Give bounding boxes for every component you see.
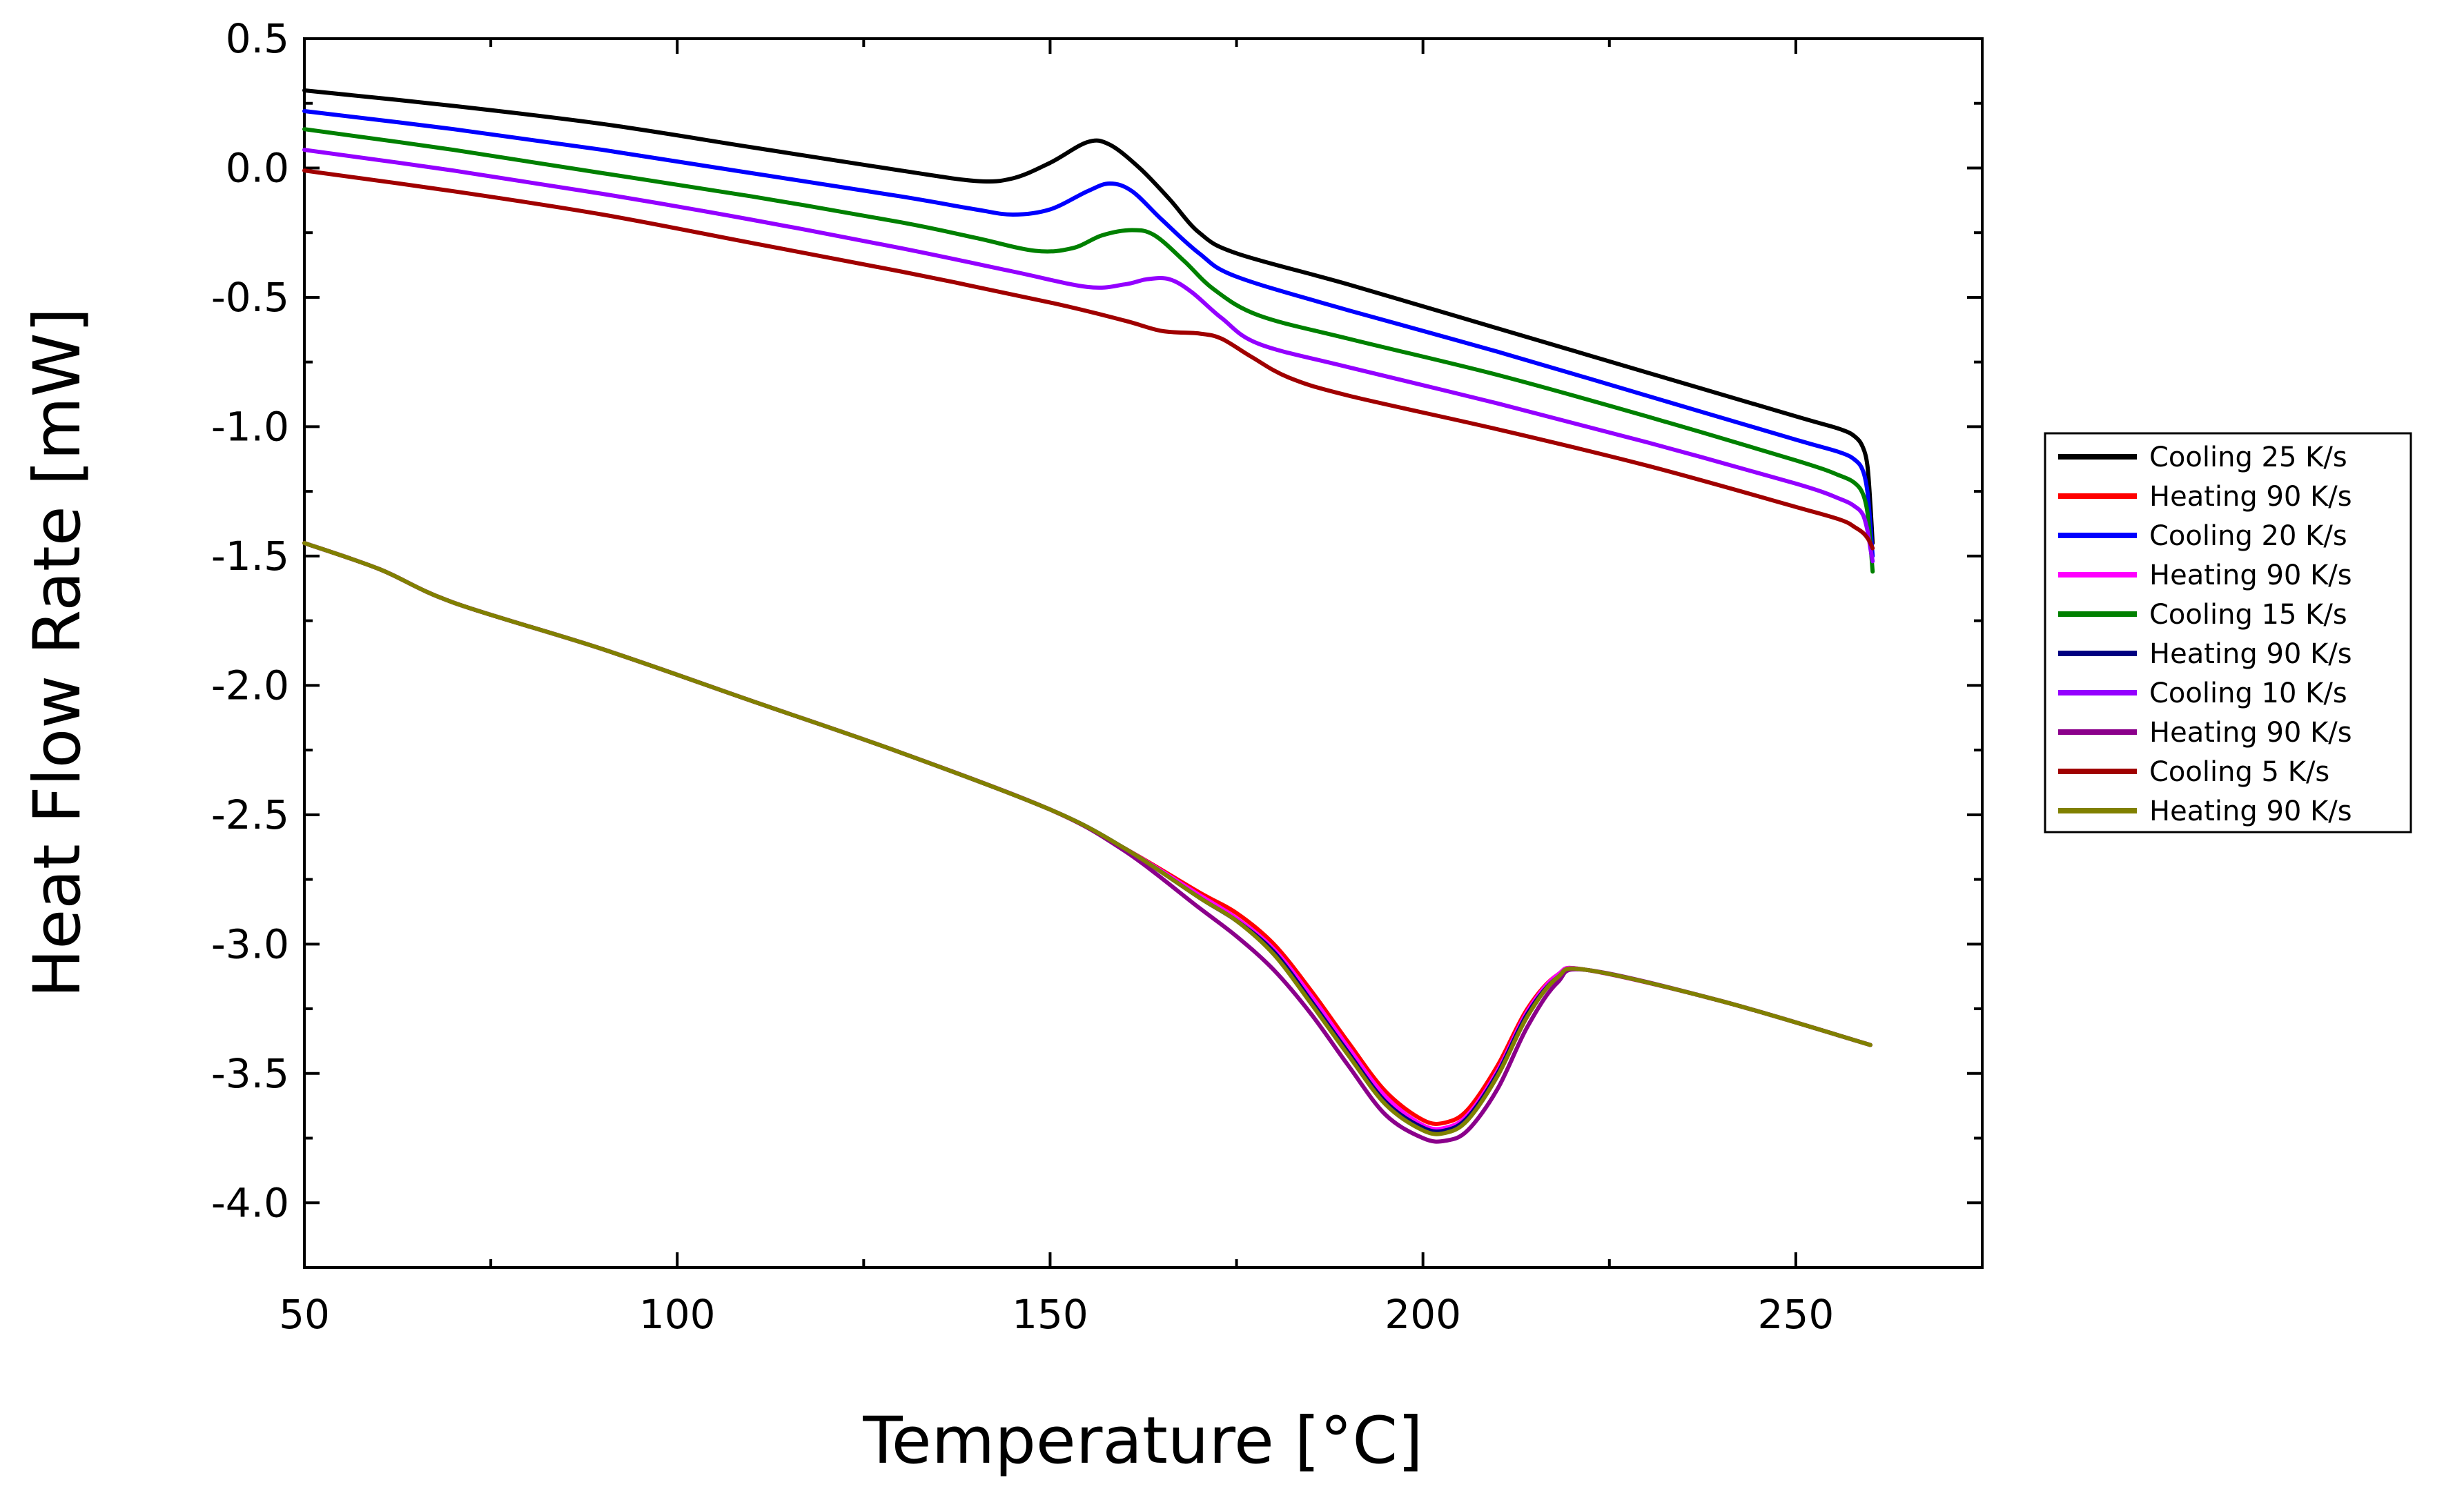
legend-label: Cooling 5 K/s — [2149, 756, 2329, 788]
y-tick-label: 0.5 — [226, 15, 289, 62]
legend-label: Heating 90 K/s — [2149, 638, 2352, 670]
series-line-5 — [302, 127, 1875, 574]
series-line-7 — [302, 148, 1875, 564]
y-tick-label: -4.0 — [211, 1179, 289, 1226]
legend-label: Cooling 20 K/s — [2149, 520, 2347, 552]
y-tick-label: -0.5 — [211, 274, 289, 321]
x-tick-label: 200 — [1385, 1291, 1461, 1338]
legend-items: Cooling 25 K/s Heating 90 K/s Cooling 20 K… — [2058, 442, 2352, 827]
x-axis-title: Temperature [°C] — [862, 1403, 1422, 1479]
legend-label: Heating 90 K/s — [2149, 717, 2352, 749]
y-tick-label: -1.0 — [211, 403, 289, 450]
series-line-8 — [302, 541, 1873, 1144]
legend-box — [2044, 432, 2412, 833]
x-axis: 50 100 150 200 250 — [279, 39, 1984, 1338]
legend: Cooling 25 K/s Heating 90 K/s Cooling 20 K… — [2044, 432, 2412, 833]
legend-label: Heating 90 K/s — [2149, 796, 2352, 827]
y-tick-label: -1.5 — [211, 533, 289, 580]
plot-frame — [303, 37, 1984, 1269]
y-tick-label: -3.5 — [211, 1050, 289, 1097]
y-tick-label: -3.0 — [211, 920, 289, 967]
y-tick-label: 0.0 — [226, 144, 289, 191]
y-tick-label: -2.5 — [211, 791, 289, 838]
legend-label: Heating 90 K/s — [2149, 560, 2352, 591]
legend-label: Cooling 25 K/s — [2149, 442, 2347, 473]
y-axis: 0.5 0.0 -0.5 -1.0 -1.5 -2.0 -2.5 -3.0 -3.5 -4.0 — [211, 15, 1982, 1226]
x-tick-label: 100 — [639, 1291, 716, 1338]
series-line-3 — [302, 109, 1875, 558]
legend-label: Cooling 10 K/s — [2149, 678, 2347, 709]
legend-label: Heating 90 K/s — [2149, 481, 2352, 513]
legend-label: Cooling 15 K/s — [2149, 599, 2347, 631]
series-line-9 — [302, 168, 1875, 551]
y-axis-title: Heat Flow Rate [mW] — [20, 308, 95, 998]
x-tick-label: 250 — [1758, 1291, 1835, 1338]
series-line-1 — [302, 88, 1875, 546]
series-group — [302, 88, 1875, 1144]
plot-area: 50 100 150 200 250 0.5 0.0 -0.5 -1.0 -1.5 -2.0 -2.… — [211, 15, 1984, 1338]
y-tick-label: -2.0 — [211, 662, 289, 709]
series-line-10 — [302, 541, 1873, 1136]
x-tick-label: 50 — [279, 1291, 330, 1338]
x-tick-label: 150 — [1012, 1291, 1088, 1338]
